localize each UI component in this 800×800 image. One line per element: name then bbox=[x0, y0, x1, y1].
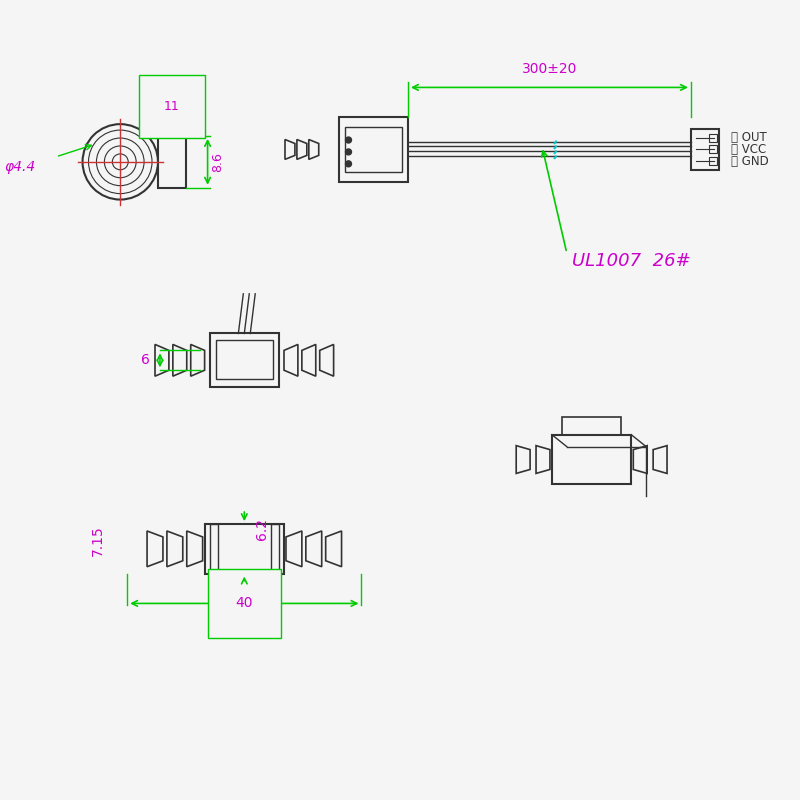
Text: 黑 GND: 黑 GND bbox=[730, 155, 768, 168]
Text: 绿 OUT: 绿 OUT bbox=[730, 131, 766, 144]
Text: 40: 40 bbox=[235, 597, 253, 610]
Bar bbox=[345, 127, 402, 172]
Bar bbox=[691, 129, 718, 170]
Circle shape bbox=[346, 149, 351, 155]
Bar bbox=[552, 434, 631, 484]
Text: 6: 6 bbox=[141, 354, 150, 367]
Text: 11: 11 bbox=[164, 100, 180, 113]
Bar bbox=[709, 134, 717, 142]
Bar bbox=[215, 341, 273, 379]
Bar bbox=[158, 136, 186, 188]
Bar bbox=[210, 333, 279, 387]
Bar bbox=[338, 117, 408, 182]
Bar bbox=[562, 417, 622, 434]
Text: 8.6: 8.6 bbox=[211, 152, 224, 172]
Bar bbox=[709, 158, 717, 166]
Text: 300±20: 300±20 bbox=[522, 62, 577, 75]
Text: 红 VCC: 红 VCC bbox=[730, 143, 766, 156]
Circle shape bbox=[346, 137, 351, 143]
Bar bbox=[709, 146, 717, 154]
Bar bbox=[205, 524, 284, 574]
Text: UL1007  26#: UL1007 26# bbox=[572, 252, 690, 270]
Bar bbox=[210, 524, 218, 574]
Text: 6.2: 6.2 bbox=[255, 518, 269, 540]
Text: 7.15: 7.15 bbox=[90, 526, 105, 556]
Bar bbox=[271, 524, 279, 574]
Text: φ4.4: φ4.4 bbox=[5, 160, 36, 174]
Circle shape bbox=[346, 161, 351, 167]
